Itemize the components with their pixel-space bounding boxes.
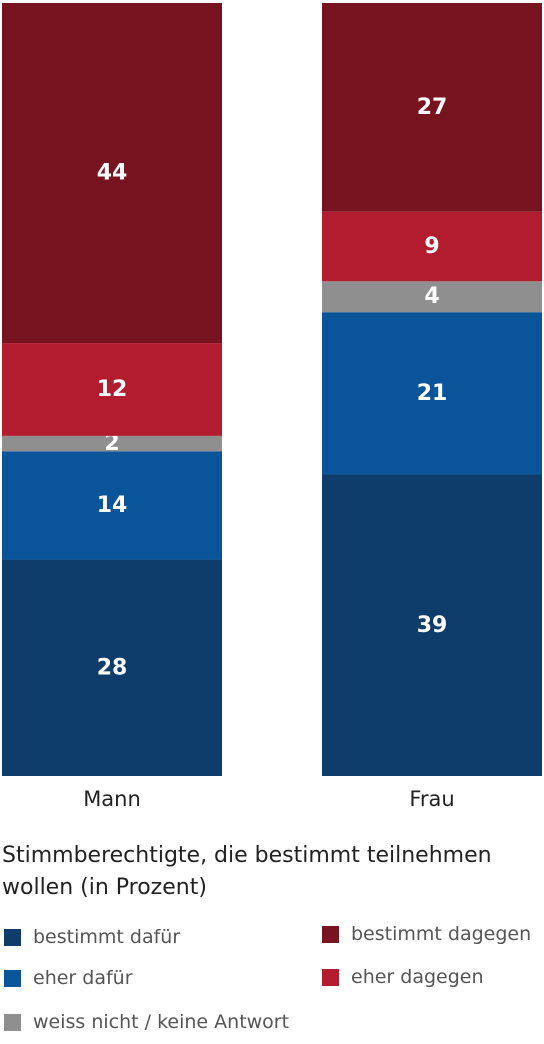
data-label-mann-0: 28 <box>97 655 128 680</box>
bar-segment-frau-0 <box>322 474 542 776</box>
legend-label: eher dagegen <box>351 966 484 988</box>
legend-item: weiss nicht / keine Antwort <box>4 1009 289 1035</box>
category-label-mann: Mann <box>83 787 141 811</box>
bar-segment-frau-1 <box>322 312 542 475</box>
legend-item: bestimmt dafür <box>4 924 180 950</box>
data-label-frau-3: 9 <box>424 234 439 259</box>
bar-segment-mann-3 <box>2 343 222 436</box>
data-label-frau-1: 21 <box>417 381 448 406</box>
bar-segment-mann-2 <box>2 435 222 452</box>
legend-label: bestimmt dafür <box>33 926 181 948</box>
legend-label: bestimmt dagegen <box>351 923 532 945</box>
bar-segment-mann-4 <box>2 3 222 344</box>
legend-item: eher dafür <box>4 965 133 991</box>
data-label-mann-3: 12 <box>97 377 128 402</box>
legend-swatch <box>4 928 21 946</box>
bar-segment-mann-1 <box>2 451 222 560</box>
legend-swatch <box>4 1013 21 1031</box>
legend-swatch <box>4 969 21 987</box>
legend-item: eher dagegen <box>322 964 484 990</box>
legend-swatch <box>322 925 339 943</box>
data-label-frau-4: 27 <box>417 95 448 120</box>
bar-segment-frau-2 <box>322 281 542 313</box>
bar-segment-mann-0 <box>2 559 222 776</box>
data-label-frau-0: 39 <box>417 613 448 638</box>
legend-label: eher dafür <box>33 967 133 989</box>
legend-swatch <box>322 968 339 986</box>
legend-item: bestimmt dagegen <box>322 921 531 947</box>
chart-caption: Stimmberechtigte, die bestimmt teilnehme… <box>2 843 492 900</box>
category-label-frau: Frau <box>409 787 454 811</box>
data-label-mann-1: 14 <box>97 493 128 518</box>
data-label-mann-2: 2 <box>104 431 119 456</box>
bar-segment-frau-4 <box>322 3 542 212</box>
legend-label: weiss nicht / keine Antwort <box>33 1011 290 1033</box>
bar-segment-frau-3 <box>322 211 542 282</box>
data-label-frau-2: 4 <box>424 284 439 309</box>
stacked-bar-chart: 28 14 2 12 44 Mann 39 21 4 9 27 Frau <box>2 3 542 811</box>
data-label-mann-4: 44 <box>97 161 128 186</box>
